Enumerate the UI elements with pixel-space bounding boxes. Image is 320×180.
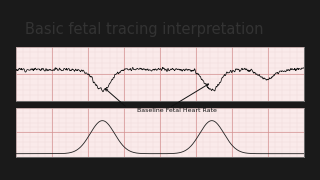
Text: Baseline Fetal Heart Rate: Baseline Fetal Heart Rate bbox=[137, 108, 217, 113]
Text: Basic fetal tracing interpretation: Basic fetal tracing interpretation bbox=[25, 22, 263, 37]
